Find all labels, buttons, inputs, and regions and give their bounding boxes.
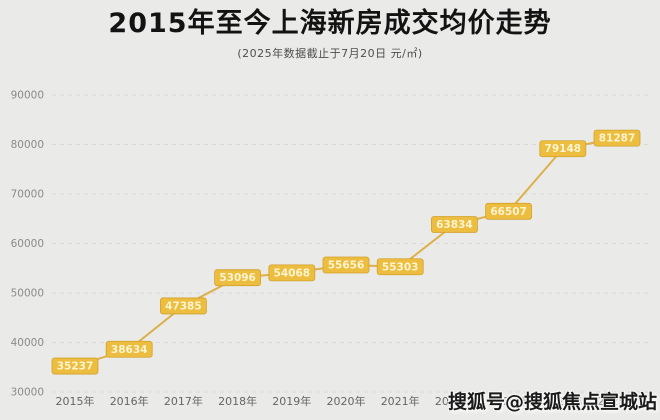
y-axis-tick-label: 70000 — [11, 189, 44, 201]
price-line — [74, 137, 618, 368]
data-point-label-badge — [268, 264, 316, 282]
data-point-label: 63834 — [436, 219, 473, 231]
x-axis-tick-label: 2020年 — [327, 394, 366, 408]
x-axis-tick-label: 2017年 — [164, 394, 203, 408]
data-point-label-badge — [430, 216, 478, 233]
x-axis-tick-label: 2024年 — [543, 394, 582, 408]
x-axis-tick-label: 2023年 — [489, 394, 528, 408]
data-point-label-badge — [105, 340, 153, 358]
data-point-label-badge — [539, 140, 587, 158]
y-axis-tick-label: 90000 — [11, 90, 44, 102]
data-point-label-badge — [159, 297, 207, 315]
data-point-label: 55656 — [328, 260, 365, 272]
x-axis-tick-label: 2019年 — [272, 394, 311, 408]
data-point-label: 66507 — [490, 206, 527, 218]
data-point-label-badge — [214, 269, 262, 287]
data-point-label: 55303 — [382, 261, 419, 273]
x-axis-tick-label: 2021年 — [381, 394, 420, 408]
watermark: 搜狐号@搜狐焦点宣城站 — [447, 391, 657, 413]
data-point-label-badge — [485, 202, 533, 220]
data-point-label: 47385 — [165, 300, 202, 312]
x-axis-tick-label: 2016年 — [110, 394, 149, 408]
y-axis-tick-label: 30000 — [11, 387, 44, 399]
y-axis-tick-label: 60000 — [11, 238, 44, 250]
data-point-label-badge — [51, 357, 99, 375]
y-axis-tick-label: 80000 — [11, 139, 44, 151]
y-axis-tick-label: 50000 — [11, 288, 44, 300]
data-point-label: 35237 — [57, 361, 94, 373]
line-chart: 30000 40000 50000 60000 70000 80000 90000 2015年… — [11, 90, 648, 408]
data-point-label: 81287 — [599, 133, 636, 145]
data-point-label: 38634 — [111, 344, 148, 356]
data-point-label: 53096 — [219, 272, 256, 284]
data-point-label-badge — [593, 129, 641, 147]
data-point-label: 54068 — [274, 267, 311, 279]
y-axis-tick-label: 40000 — [11, 337, 44, 349]
x-axis-tick-label: 2025年 — [598, 394, 637, 408]
x-axis-tick-label: 2015年 — [56, 394, 95, 408]
x-axis-tick-label: 2018年 — [218, 394, 257, 408]
x-axis-tick-label: 2022年 — [435, 394, 474, 408]
data-point-label-badge — [376, 258, 424, 276]
data-point-label: 79148 — [545, 143, 582, 155]
data-point-label-badge — [322, 256, 370, 274]
page-title: 2015年至今上海新房成交均价走势 — [108, 8, 552, 39]
chart-subtitle: (2025年数据截止于7月20日 元/㎡) — [237, 47, 423, 60]
